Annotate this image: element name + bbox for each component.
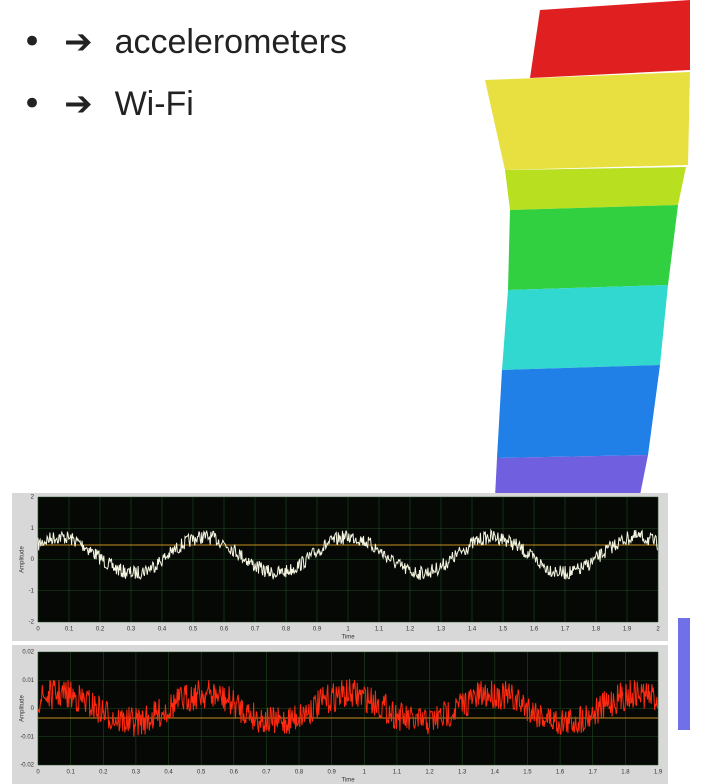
x-tick-label: 0.4 <box>158 627 167 633</box>
slide: •➔accelerometers •➔Wi-Fi 210-1-200.10.20… <box>0 0 723 784</box>
x-tick-label: 1.9 <box>623 627 632 633</box>
x-tick-label: 0.4 <box>164 770 173 776</box>
x-tick-label: 1.5 <box>499 627 508 633</box>
x-tick-label: 1.4 <box>491 770 500 776</box>
x-tick-label: 0.7 <box>251 627 260 633</box>
x-tick-label: 1.1 <box>393 770 402 776</box>
x-tick-label: 1.2 <box>425 770 434 776</box>
tower-top <box>530 0 690 78</box>
y-axis-label: Amplitude <box>20 546 26 573</box>
x-tick-label: 1.9 <box>654 770 663 776</box>
x-tick-label: 1.8 <box>621 770 630 776</box>
x-tick-label: 0.6 <box>230 770 239 776</box>
x-tick-label: 0.1 <box>66 770 75 776</box>
x-tick-label: 0.6 <box>220 627 229 633</box>
tower-level <box>505 167 686 210</box>
x-tick-label: 0.3 <box>127 627 136 633</box>
x-tick-label: 0.2 <box>96 627 105 633</box>
y-tick-label: 0.01 <box>22 678 34 684</box>
y-tick-label: -0.02 <box>20 763 34 769</box>
x-tick-label: 1.5 <box>523 770 532 776</box>
x-tick-label: 0.5 <box>189 627 198 633</box>
x-tick-label: 1.7 <box>561 627 570 633</box>
x-tick-label: 1.4 <box>468 627 477 633</box>
tower-model <box>485 0 690 497</box>
x-tick-label: 0.2 <box>99 770 108 776</box>
x-tick-label: 1.8 <box>592 627 601 633</box>
y-tick-label: -1 <box>29 588 35 594</box>
tower-level <box>495 455 648 497</box>
x-tick-label: 0.9 <box>328 770 337 776</box>
x-tick-label: 0.5 <box>197 770 206 776</box>
x-tick-label: 1.7 <box>589 770 598 776</box>
x-tick-label: 1.3 <box>458 770 467 776</box>
x-tick-label: 0.3 <box>132 770 141 776</box>
y-axis-label: Amplitude <box>20 695 26 722</box>
y-tick-label: -0.01 <box>20 734 34 740</box>
x-tick-label: 0.9 <box>313 627 322 633</box>
y-tick-label: 0.02 <box>22 650 34 656</box>
x-tick-label: 1.2 <box>406 627 415 633</box>
x-axis-label: Time <box>341 778 355 784</box>
side-bar <box>678 618 690 730</box>
y-tick-label: -2 <box>29 620 35 626</box>
x-tick-label: 1.6 <box>530 627 539 633</box>
x-tick-label: 0.8 <box>282 627 291 633</box>
x-tick-label: 1.1 <box>375 627 384 633</box>
x-tick-label: 0.7 <box>262 770 271 776</box>
x-tick-label: 0.1 <box>65 627 74 633</box>
tower-level <box>502 285 668 370</box>
tower-level <box>508 205 678 290</box>
figure: 210-1-200.10.20.30.40.50.60.70.80.911.11… <box>0 0 723 784</box>
tower-level <box>497 365 660 458</box>
x-tick-label: 0.8 <box>295 770 304 776</box>
x-tick-label: 1.3 <box>437 627 446 633</box>
tower-level <box>485 72 690 170</box>
x-tick-label: 1.6 <box>556 770 565 776</box>
x-axis-label: Time <box>341 635 355 641</box>
